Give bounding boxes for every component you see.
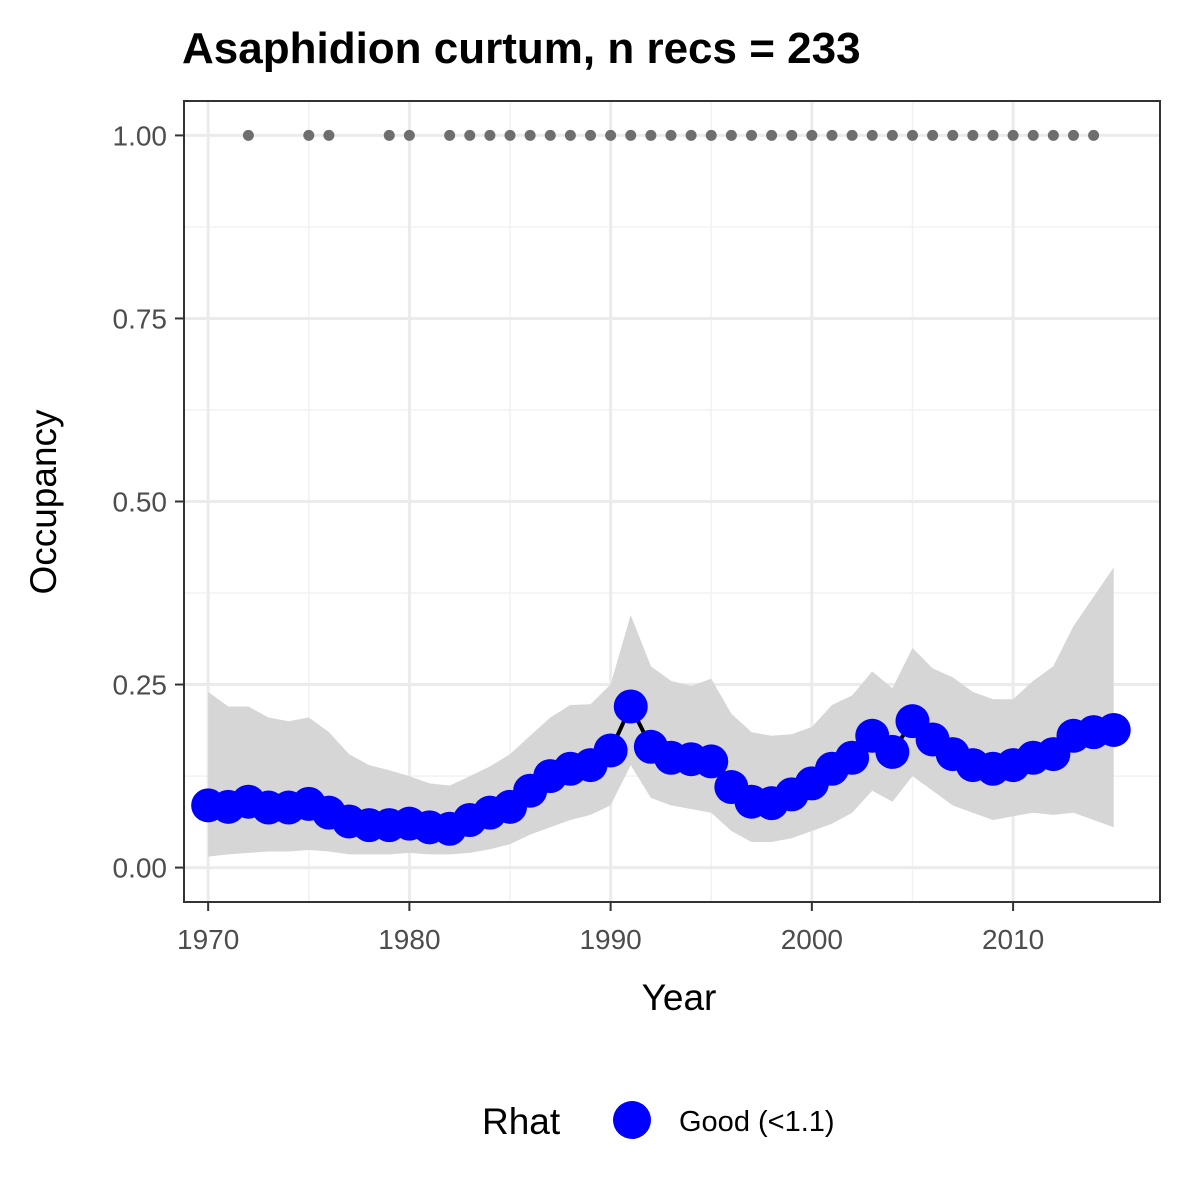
y-tick-label: 0.50 <box>113 487 168 518</box>
record-year-dot <box>1027 129 1039 141</box>
record-year-dot <box>1088 129 1100 141</box>
y-tick-label: 1.00 <box>113 120 168 151</box>
record-year-dot <box>524 129 536 141</box>
credible-interval-ribbon <box>208 567 1114 857</box>
y-tick-label: 0.00 <box>113 853 168 884</box>
record-year-dot <box>383 129 395 141</box>
record-year-dot <box>665 129 677 141</box>
record-year-dot <box>967 129 979 141</box>
record-year-dot <box>504 129 516 141</box>
record-year-dot <box>846 129 858 141</box>
y-tick-label: 0.75 <box>113 303 168 334</box>
record-year-dot <box>1047 129 1059 141</box>
occupancy-point <box>835 740 870 775</box>
record-year-dot <box>464 129 476 141</box>
record-year-dot <box>786 129 798 141</box>
record-year-dot <box>745 129 757 141</box>
record-year-dot <box>323 129 335 141</box>
record-year-dot <box>605 129 617 141</box>
occupancy-point <box>593 733 628 768</box>
record-year-dot <box>564 129 576 141</box>
x-tick-label: 1990 <box>579 924 641 955</box>
record-year-dot <box>1067 129 1079 141</box>
record-year-dot <box>303 129 315 141</box>
record-year-dot <box>242 129 254 141</box>
x-axis-title: Year <box>642 977 717 1018</box>
record-year-dot <box>826 129 838 141</box>
x-tick-label: 2000 <box>781 924 843 955</box>
record-year-dot <box>444 129 456 141</box>
occupancy-point <box>613 689 648 724</box>
record-year-dot <box>806 129 818 141</box>
y-axis-title: Occupancy <box>23 409 64 595</box>
legend-title: Rhat <box>482 1101 561 1142</box>
record-year-dot <box>906 129 918 141</box>
record-year-dot <box>947 129 959 141</box>
record-years-layer <box>242 129 1100 141</box>
legend: Rhat Good (<1.1) <box>482 1101 835 1142</box>
record-year-dot <box>584 129 596 141</box>
occupancy-point <box>875 734 910 769</box>
record-year-dot <box>544 129 556 141</box>
chart-title: Asaphidion curtum, n recs = 233 <box>182 24 861 73</box>
record-year-dot <box>705 129 717 141</box>
occupancy-point <box>694 744 729 779</box>
record-year-dot <box>766 129 778 141</box>
x-tick-label: 1970 <box>177 924 239 955</box>
x-tick-label: 1980 <box>378 924 440 955</box>
record-year-dot <box>625 129 637 141</box>
record-year-dot <box>725 129 737 141</box>
y-axis: 0.00 0.25 0.50 0.75 1.00 <box>113 120 184 884</box>
legend-key-good <box>613 1101 651 1139</box>
record-year-dot <box>685 129 697 141</box>
x-axis: 1970 1980 1990 2000 2010 <box>177 902 1044 955</box>
record-year-dot <box>645 129 657 141</box>
record-year-dot <box>886 129 898 141</box>
x-tick-label: 2010 <box>982 924 1044 955</box>
occupancy-point <box>1096 712 1131 747</box>
record-year-dot <box>484 129 496 141</box>
occupancy-points-layer <box>191 689 1131 846</box>
credible-interval-layer <box>208 567 1114 857</box>
record-year-dot <box>987 129 999 141</box>
record-year-dot <box>1007 129 1019 141</box>
legend-label-good: Good (<1.1) <box>679 1106 835 1138</box>
record-year-dot <box>403 129 415 141</box>
y-tick-label: 0.25 <box>113 670 168 701</box>
record-year-dot <box>866 129 878 141</box>
record-year-dot <box>927 129 939 141</box>
